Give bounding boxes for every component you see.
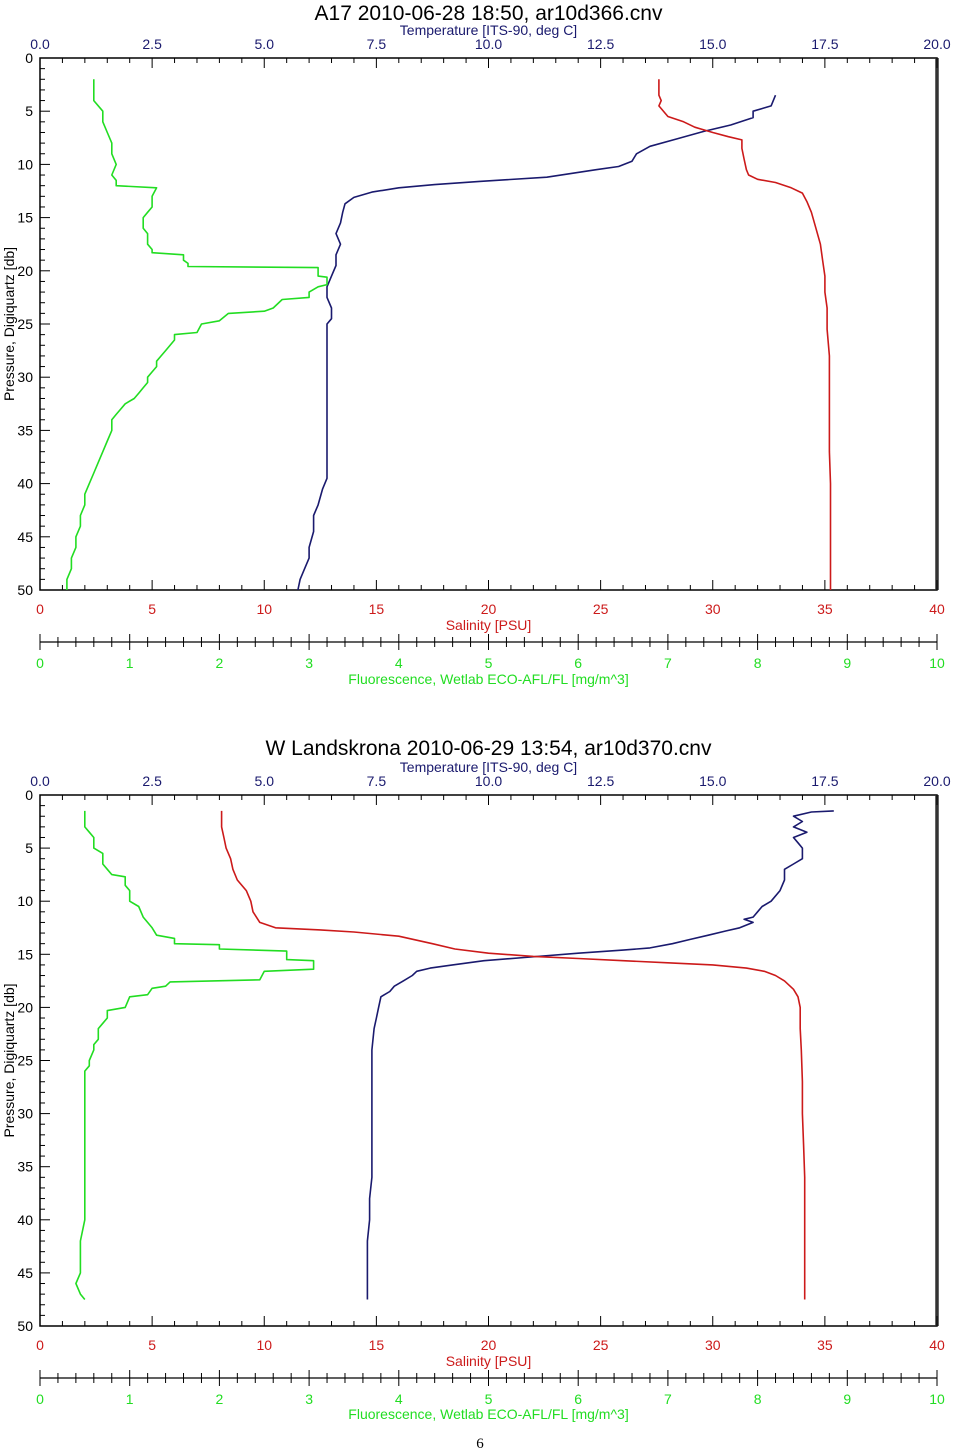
- temperature-tick-label: 15.0: [699, 36, 726, 52]
- y-tick-label: 15: [17, 210, 33, 226]
- temperature-tick-label: 10.0: [475, 773, 502, 789]
- chart-title: W Landskrona 2010-06-29 13:54, ar10d370.…: [266, 737, 712, 760]
- y-axis-label: Pressure, Digiquartz [db]: [1, 247, 17, 401]
- y-tick-label: 25: [17, 1053, 33, 1069]
- temperature-tick-label: 12.5: [587, 36, 614, 52]
- y-axis-label: Pressure, Digiquartz [db]: [1, 983, 17, 1137]
- y-tick-label: 20: [17, 999, 33, 1015]
- fluorescence-tick-label: 4: [395, 655, 403, 671]
- fluorescence-tick-label: 9: [843, 1391, 851, 1407]
- salinity-series-line: [658, 79, 832, 590]
- temperature-tick-label: 5.0: [255, 773, 275, 789]
- fluorescence-tick-label: 1: [126, 1391, 134, 1407]
- page-number: 6: [476, 1436, 484, 1452]
- temperature-axis-label: Temperature [ITS-90, deg C]: [400, 759, 577, 775]
- y-tick-label: 50: [17, 582, 33, 598]
- fluorescence-axis-label: Fluorescence, Wetlab ECO-AFL/FL [mg/m^3]: [348, 1406, 628, 1422]
- temperature-tick-label: 7.5: [367, 773, 387, 789]
- salinity-tick-label: 15: [369, 601, 385, 617]
- y-tick-label: 5: [25, 103, 33, 119]
- chart-title: A17 2010-06-28 18:50, ar10d366.cnv: [315, 2, 663, 25]
- salinity-tick-label: 5: [148, 1337, 156, 1353]
- temperature-tick-label: 12.5: [587, 773, 614, 789]
- y-tick-label: 40: [17, 476, 33, 492]
- fluorescence-tick-label: 4: [395, 1391, 403, 1407]
- fluorescence-tick-label: 9: [843, 655, 851, 671]
- y-tick-label: 25: [17, 316, 33, 332]
- salinity-tick-label: 25: [593, 1337, 609, 1353]
- y-tick-label: 35: [17, 422, 33, 438]
- fluorescence-series-line: [66, 79, 328, 590]
- salinity-tick-label: 0: [36, 1337, 44, 1353]
- y-tick-label: 45: [17, 1265, 33, 1281]
- temperature-series-line: [297, 94, 777, 591]
- y-tick-label: 10: [17, 893, 33, 909]
- temperature-tick-label: 2.5: [142, 773, 162, 789]
- temperature-tick-label: 5.0: [255, 36, 275, 52]
- temperature-tick-label: 15.0: [699, 773, 726, 789]
- salinity-tick-label: 40: [929, 1337, 945, 1353]
- temperature-tick-label: 7.5: [367, 36, 387, 52]
- salinity-tick-label: 30: [705, 601, 721, 617]
- fluorescence-series-line: [75, 810, 315, 1301]
- fluorescence-tick-label: 8: [754, 655, 762, 671]
- fluorescence-tick-label: 3: [305, 1391, 313, 1407]
- salinity-tick-label: 40: [929, 601, 945, 617]
- fluorescence-tick-label: 6: [574, 655, 582, 671]
- y-tick-label: 30: [17, 369, 33, 385]
- fluorescence-tick-label: 6: [574, 1391, 582, 1407]
- temperature-axis-label: Temperature [ITS-90, deg C]: [400, 22, 577, 38]
- temperature-tick-label: 20.0: [923, 36, 950, 52]
- temperature-tick-label: 0.0: [30, 36, 50, 52]
- fluorescence-tick-label: 7: [664, 655, 672, 671]
- fluorescence-tick-label: 5: [485, 655, 493, 671]
- salinity-axis-label: Salinity [PSU]: [446, 1353, 532, 1369]
- y-tick-label: 45: [17, 529, 33, 545]
- fluorescence-tick-label: 10: [929, 1391, 945, 1407]
- fluorescence-tick-label: 1: [126, 655, 134, 671]
- temperature-tick-label: 2.5: [142, 36, 162, 52]
- salinity-tick-label: 20: [481, 601, 497, 617]
- salinity-tick-label: 35: [817, 601, 833, 617]
- salinity-tick-label: 35: [817, 1337, 833, 1353]
- temperature-tick-label: 10.0: [475, 36, 502, 52]
- salinity-tick-label: 30: [705, 1337, 721, 1353]
- fluorescence-axis-label: Fluorescence, Wetlab ECO-AFL/FL [mg/m^3]: [348, 671, 628, 687]
- temperature-series-line: [366, 810, 834, 1300]
- salinity-tick-label: 15: [369, 1337, 385, 1353]
- y-tick-label: 5: [25, 840, 33, 856]
- y-tick-label: 20: [17, 263, 33, 279]
- temperature-tick-label: 0.0: [30, 773, 50, 789]
- salinity-tick-label: 25: [593, 601, 609, 617]
- fluorescence-tick-label: 0: [36, 1391, 44, 1407]
- y-tick-label: 15: [17, 946, 33, 962]
- fluorescence-tick-label: 7: [664, 1391, 672, 1407]
- temperature-tick-label: 17.5: [811, 773, 838, 789]
- y-tick-label: 50: [17, 1318, 33, 1334]
- y-tick-label: 0: [25, 50, 33, 66]
- plot-frame: [39, 57, 938, 591]
- y-tick-label: 30: [17, 1106, 33, 1122]
- salinity-axis-label: Salinity [PSU]: [446, 617, 532, 633]
- y-tick-label: 40: [17, 1212, 33, 1228]
- fluorescence-tick-label: 0: [36, 655, 44, 671]
- y-tick-label: 10: [17, 156, 33, 172]
- y-tick-label: 35: [17, 1159, 33, 1175]
- fluorescence-tick-label: 2: [216, 1391, 224, 1407]
- fluorescence-tick-label: 8: [754, 1391, 762, 1407]
- salinity-tick-label: 20: [481, 1337, 497, 1353]
- temperature-tick-label: 20.0: [923, 773, 950, 789]
- temperature-tick-label: 17.5: [811, 36, 838, 52]
- fluorescence-tick-label: 5: [485, 1391, 493, 1407]
- salinity-tick-label: 10: [256, 601, 272, 617]
- fluorescence-tick-label: 2: [216, 655, 224, 671]
- fluorescence-tick-label: 10: [929, 655, 945, 671]
- salinity-tick-label: 0: [36, 601, 44, 617]
- salinity-series-line: [220, 810, 806, 1300]
- salinity-tick-label: 5: [148, 601, 156, 617]
- fluorescence-tick-label: 3: [305, 655, 313, 671]
- salinity-tick-label: 10: [256, 1337, 272, 1353]
- y-tick-label: 0: [25, 787, 33, 803]
